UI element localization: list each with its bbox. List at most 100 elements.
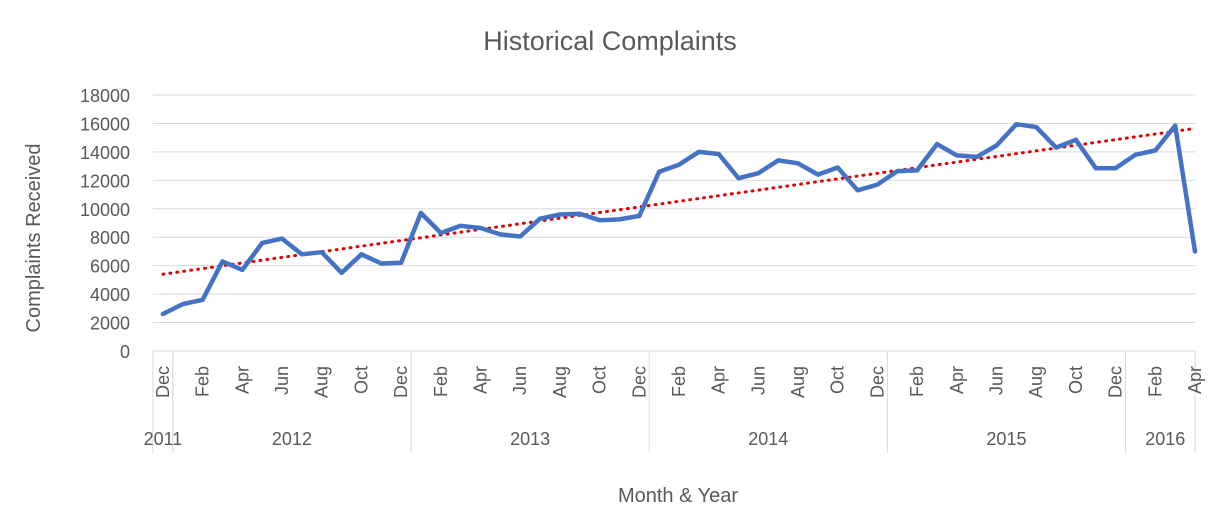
data-point <box>160 312 165 317</box>
year-label: 2012 <box>272 429 312 449</box>
data-point <box>934 142 939 147</box>
y-tick-label: 2000 <box>90 314 130 334</box>
year-label: 2015 <box>986 429 1026 449</box>
data-point <box>319 250 324 255</box>
data-point <box>379 261 384 266</box>
year-label: 2011 <box>144 429 183 449</box>
data-point <box>875 182 880 187</box>
data-point <box>895 169 900 174</box>
data-point <box>359 252 364 257</box>
x-tick-label: Oct <box>1066 366 1086 394</box>
data-point <box>418 211 423 216</box>
x-tick-label: Jun <box>748 366 768 395</box>
data-point <box>299 252 304 257</box>
data-point <box>438 230 443 235</box>
y-tick-label: 14000 <box>80 143 130 163</box>
year-label: 2016 <box>1145 429 1185 449</box>
x-tick-label: Dec <box>1106 366 1126 398</box>
x-tick-label: Aug <box>550 366 570 398</box>
x-tick-label: Jun <box>510 366 530 395</box>
data-point <box>557 212 562 217</box>
data-point <box>339 270 344 275</box>
y-tick-label: 18000 <box>80 86 130 106</box>
x-tick-label: Jun <box>272 366 292 395</box>
x-tick-label: Aug <box>1026 366 1046 398</box>
data-point <box>657 169 662 174</box>
x-tick-label: Feb <box>907 366 927 397</box>
y-tick-label: 12000 <box>80 171 130 191</box>
trendline-group <box>161 126 1197 276</box>
y-tick-label: 6000 <box>90 257 130 277</box>
x-tick-label: Oct <box>828 366 848 394</box>
data-point <box>240 267 245 272</box>
data-point <box>716 152 721 157</box>
year-label: 2014 <box>748 429 788 449</box>
data-point <box>220 259 225 264</box>
data-point <box>915 168 920 173</box>
x-tick-label: Apr <box>709 366 729 394</box>
x-tick-label: Aug <box>312 366 332 398</box>
data-point <box>1054 145 1059 150</box>
y-tick-label: 8000 <box>90 228 130 248</box>
data-point <box>260 240 265 245</box>
chart-title: Historical Complaints <box>483 26 737 56</box>
x-tick-label: Dec <box>391 366 411 398</box>
data-point <box>696 149 701 154</box>
data-point <box>399 260 404 265</box>
x-tick-label: Dec <box>867 366 887 398</box>
y-tick-label: 4000 <box>90 285 130 305</box>
x-tick-label: Jun <box>987 366 1007 395</box>
x-tick-label: Aug <box>788 366 808 398</box>
data-point <box>538 216 543 221</box>
data-point <box>756 171 761 176</box>
data-point <box>1113 166 1118 171</box>
data-point <box>597 218 602 223</box>
data-point <box>180 302 185 307</box>
x-axis: 2011 2012 2013 2014 2015 2016 Dec Feb Apr Jun Aug O… <box>144 350 1205 453</box>
y-tick-label: 16000 <box>80 114 130 134</box>
trendline <box>161 126 1197 276</box>
data-point <box>498 232 503 237</box>
data-point <box>478 225 483 230</box>
x-tick-label: Feb <box>669 366 689 397</box>
data-point <box>1133 152 1138 157</box>
series-group <box>160 121 1198 317</box>
x-tick-label: Dec <box>153 366 173 398</box>
data-point <box>518 234 523 239</box>
data-point <box>1193 249 1197 254</box>
y-axis-label: Complaints Received <box>23 144 45 333</box>
data-point <box>1034 125 1039 129</box>
data-point <box>200 297 205 302</box>
data-point <box>676 162 681 167</box>
data-point <box>280 236 285 241</box>
data-point <box>994 143 999 148</box>
x-tick-label: Dec <box>629 366 649 398</box>
x-axis-label: Month & Year <box>618 485 738 507</box>
y-tick-label: 0 <box>120 342 130 362</box>
x-tick-label: Oct <box>351 366 371 394</box>
x-tick-label: Feb <box>431 366 451 397</box>
data-point <box>796 161 801 166</box>
x-tick-label: Apr <box>470 366 490 394</box>
data-point <box>855 188 860 193</box>
data-point <box>1173 123 1178 128</box>
y-axis-ticks: 0 2000 4000 6000 8000 10000 12000 14000 16000 180… <box>80 86 130 362</box>
x-tick-label: Feb <box>193 366 213 397</box>
x-tick-label: Apr <box>947 366 967 394</box>
x-tick-label: Oct <box>590 366 610 394</box>
data-point <box>835 165 840 170</box>
data-point <box>577 211 582 216</box>
data-point <box>1014 122 1019 127</box>
data-point <box>776 158 781 163</box>
data-point <box>1093 166 1098 171</box>
data-point <box>954 153 959 158</box>
data-point <box>1073 137 1078 142</box>
data-point <box>617 217 622 222</box>
data-point <box>974 154 979 159</box>
y-tick-label: 10000 <box>80 200 130 220</box>
series-line <box>160 121 1198 317</box>
x-tick-label: Feb <box>1145 366 1165 397</box>
data-point <box>458 223 463 228</box>
year-label: 2013 <box>510 429 550 449</box>
